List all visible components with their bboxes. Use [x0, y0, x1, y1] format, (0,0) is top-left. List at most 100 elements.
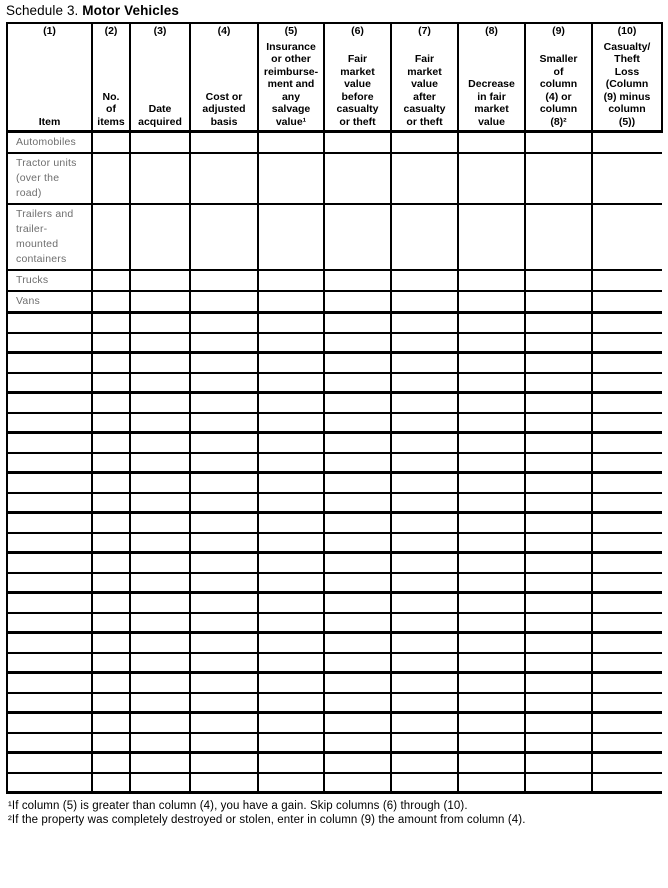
entry-cell[interactable]	[390, 651, 459, 674]
entry-cell[interactable]	[390, 751, 459, 774]
entry-cell[interactable]	[591, 711, 662, 734]
entry-cell[interactable]	[91, 591, 131, 614]
entry-cell[interactable]	[591, 611, 662, 634]
entry-cell[interactable]	[91, 471, 131, 494]
entry-cell[interactable]	[189, 130, 259, 154]
entry-cell[interactable]	[390, 591, 459, 614]
entry-cell[interactable]	[591, 691, 662, 714]
entry-cell[interactable]	[129, 411, 191, 434]
entry-cell[interactable]	[91, 511, 131, 534]
entry-cell[interactable]	[524, 203, 593, 271]
entry-cell[interactable]	[91, 771, 131, 794]
entry-cell[interactable]	[91, 671, 131, 694]
entry-cell[interactable]	[524, 391, 593, 414]
entry-cell[interactable]	[6, 691, 93, 714]
entry-cell[interactable]	[6, 731, 93, 754]
entry-cell[interactable]	[390, 731, 459, 754]
entry-cell[interactable]	[129, 491, 191, 514]
entry-cell[interactable]	[390, 671, 459, 694]
entry-cell[interactable]	[91, 130, 131, 154]
entry-cell[interactable]	[6, 451, 93, 474]
entry-cell[interactable]	[129, 771, 191, 794]
entry-cell[interactable]	[524, 771, 593, 794]
entry-cell[interactable]	[524, 290, 593, 314]
entry-cell[interactable]	[457, 751, 526, 774]
entry-cell[interactable]	[129, 571, 191, 594]
entry-cell[interactable]	[524, 371, 593, 394]
entry-cell[interactable]	[257, 511, 325, 534]
entry-cell[interactable]	[457, 290, 526, 314]
entry-cell[interactable]	[6, 531, 93, 554]
entry-cell[interactable]	[457, 431, 526, 454]
entry-cell[interactable]	[457, 331, 526, 354]
entry-cell[interactable]	[189, 751, 259, 774]
entry-cell[interactable]	[6, 391, 93, 414]
entry-cell[interactable]	[257, 290, 325, 314]
entry-cell[interactable]	[257, 751, 325, 774]
entry-cell[interactable]	[591, 351, 662, 374]
entry-cell[interactable]	[129, 451, 191, 474]
entry-cell[interactable]	[591, 130, 662, 154]
entry-cell[interactable]	[189, 351, 259, 374]
entry-cell[interactable]	[457, 269, 526, 292]
entry-cell[interactable]	[129, 290, 191, 314]
entry-cell[interactable]	[257, 691, 325, 714]
entry-cell[interactable]	[6, 571, 93, 594]
entry-cell[interactable]	[129, 311, 191, 334]
entry-cell[interactable]	[591, 771, 662, 794]
entry-cell[interactable]	[591, 751, 662, 774]
entry-cell[interactable]	[129, 711, 191, 734]
entry-cell[interactable]	[591, 269, 662, 292]
entry-cell[interactable]	[129, 152, 191, 205]
entry-cell[interactable]	[6, 311, 93, 334]
entry-cell[interactable]	[524, 651, 593, 674]
entry-cell[interactable]	[189, 591, 259, 614]
entry-cell[interactable]	[591, 551, 662, 574]
entry-cell[interactable]	[189, 771, 259, 794]
entry-cell[interactable]	[257, 152, 325, 205]
entry-cell[interactable]	[6, 371, 93, 394]
entry-cell[interactable]	[390, 531, 459, 554]
entry-cell[interactable]	[457, 152, 526, 205]
entry-cell[interactable]	[390, 152, 459, 205]
entry-cell[interactable]	[390, 269, 459, 292]
entry-cell[interactable]	[129, 471, 191, 494]
entry-cell[interactable]	[457, 711, 526, 734]
entry-cell[interactable]	[323, 203, 392, 271]
entry-cell[interactable]	[129, 431, 191, 454]
entry-cell[interactable]	[457, 731, 526, 754]
entry-cell[interactable]	[129, 511, 191, 534]
entry-cell[interactable]	[390, 711, 459, 734]
entry-cell[interactable]	[591, 671, 662, 694]
entry-cell[interactable]	[591, 391, 662, 414]
entry-cell[interactable]	[257, 711, 325, 734]
entry-cell[interactable]	[457, 631, 526, 654]
entry-cell[interactable]	[323, 551, 392, 574]
entry-cell[interactable]	[591, 411, 662, 434]
entry-cell[interactable]	[257, 771, 325, 794]
entry-cell[interactable]	[457, 203, 526, 271]
entry-cell[interactable]	[323, 571, 392, 594]
entry-cell[interactable]	[257, 371, 325, 394]
entry-cell[interactable]	[524, 269, 593, 292]
entry-cell[interactable]	[91, 331, 131, 354]
entry-cell[interactable]	[323, 511, 392, 534]
entry-cell[interactable]	[457, 511, 526, 534]
entry-cell[interactable]	[457, 471, 526, 494]
entry-cell[interactable]	[91, 531, 131, 554]
entry-cell[interactable]	[390, 431, 459, 454]
entry-cell[interactable]	[524, 471, 593, 494]
entry-cell[interactable]	[91, 371, 131, 394]
entry-cell[interactable]	[323, 471, 392, 494]
entry-cell[interactable]	[257, 411, 325, 434]
entry-cell[interactable]	[257, 431, 325, 454]
entry-cell[interactable]	[323, 751, 392, 774]
entry-cell[interactable]	[323, 771, 392, 794]
entry-cell[interactable]	[6, 331, 93, 354]
entry-cell[interactable]	[6, 671, 93, 694]
entry-cell[interactable]	[189, 411, 259, 434]
entry-cell[interactable]	[457, 411, 526, 434]
entry-cell[interactable]	[323, 331, 392, 354]
entry-cell[interactable]	[524, 451, 593, 474]
entry-cell[interactable]	[390, 290, 459, 314]
